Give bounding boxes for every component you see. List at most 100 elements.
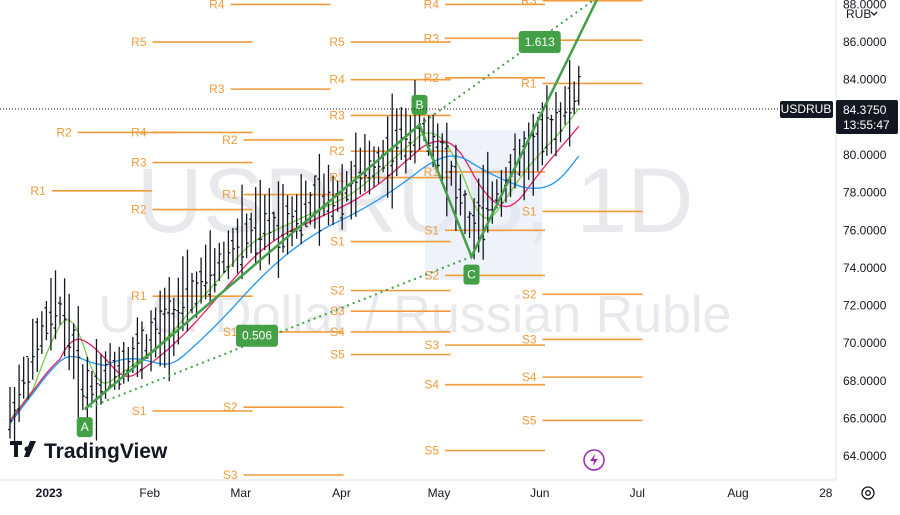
candle <box>262 194 267 251</box>
pivot-level: S5 <box>424 444 545 458</box>
y-tick-label: 74.0000 <box>843 261 887 275</box>
gear-icon[interactable] <box>861 486 875 500</box>
candle <box>258 179 263 271</box>
pivot-label: S1 <box>132 404 147 418</box>
pattern-ratio-label[interactable]: 1.613 <box>518 31 561 54</box>
pattern-ratio-label[interactable]: 0.506 <box>236 324 278 347</box>
candle <box>408 115 413 161</box>
candle <box>226 230 231 280</box>
pivot-label: R2 <box>56 125 72 139</box>
pivot-label: R4 <box>131 125 147 139</box>
y-tick-label: 72.0000 <box>843 299 887 313</box>
candle <box>435 123 440 173</box>
ma-slow-line <box>9 155 580 424</box>
candle <box>176 277 181 345</box>
chevron-down-icon[interactable] <box>870 11 878 16</box>
candle <box>317 153 322 246</box>
pivot-label: S5 <box>330 348 345 362</box>
pivot-level: S4 <box>424 378 545 392</box>
pivot-label: R4 <box>209 0 225 11</box>
pivot-level: R1 <box>30 184 152 198</box>
candle <box>290 196 295 247</box>
pivot-label: S2 <box>223 400 238 414</box>
pivot-level: S2 <box>330 284 451 298</box>
pattern-point-a[interactable]: A <box>76 417 93 438</box>
candle <box>48 277 53 351</box>
candle <box>71 323 76 380</box>
moving-averages <box>9 108 580 424</box>
pivot-level: R2 <box>131 203 253 217</box>
candle <box>8 386 12 439</box>
candle <box>253 187 258 265</box>
candle <box>162 287 167 368</box>
candle <box>385 116 390 198</box>
y-tick-label: 64.0000 <box>843 449 887 463</box>
svg-text:1.613: 1.613 <box>525 35 555 49</box>
pivot-label: R2 <box>222 133 238 147</box>
lightning-icon[interactable] <box>583 449 605 471</box>
pattern-point-c[interactable]: C <box>463 264 480 285</box>
pivot-level: R3 <box>209 82 331 96</box>
pivot-label: R2 <box>329 144 345 158</box>
pattern-point-b[interactable]: B <box>411 94 428 115</box>
price-tag-countdown: 13:55:47 <box>843 118 890 132</box>
price-tag-bg <box>836 100 898 134</box>
currency-label[interactable]: RUB <box>846 7 871 21</box>
candle <box>331 175 336 225</box>
pivot-level: R4 <box>131 125 253 139</box>
pivot-label: R3 <box>329 108 345 122</box>
candle <box>372 146 376 188</box>
pivot-label: R3 <box>209 82 225 96</box>
candle <box>208 230 213 302</box>
y-tick-label: 76.0000 <box>843 223 887 237</box>
candle <box>139 321 144 380</box>
pivot-level: S2 <box>522 287 643 301</box>
candle <box>244 213 249 259</box>
pattern-bd-line[interactable] <box>418 0 599 126</box>
candle <box>467 211 472 238</box>
pivot-level: R3 <box>521 0 643 8</box>
candle <box>544 85 549 156</box>
pivot-label: R1 <box>30 184 46 198</box>
candle <box>171 297 176 357</box>
candle <box>199 257 204 304</box>
x-tick-label: Mar <box>230 486 251 500</box>
pivot-level: R4 <box>209 0 331 11</box>
symbol-tag-text: USDRUB <box>781 102 832 116</box>
pivot-label: R1 <box>222 188 238 202</box>
pivot-level: S4 <box>330 325 451 339</box>
pattern-legs[interactable] <box>83 0 599 411</box>
pivot-label: S2 <box>522 287 537 301</box>
pivot-label: R1 <box>131 289 147 303</box>
pivot-level: S2 <box>424 268 545 282</box>
candle <box>12 387 17 447</box>
price-axis[interactable] <box>836 0 900 480</box>
candle <box>535 111 540 172</box>
candle <box>353 132 358 217</box>
candle <box>203 244 208 300</box>
candle <box>276 181 281 279</box>
candle <box>89 371 94 403</box>
candle <box>194 271 199 318</box>
pivot-label: R5 <box>131 35 147 49</box>
y-axis-ticks: 64.0000 66.0000 68.0000 70.0000 72.0000 74.00… <box>843 0 887 463</box>
pivot-label: S3 <box>424 338 439 352</box>
time-axis[interactable] <box>0 480 836 510</box>
y-tick-label: 88.0000 <box>843 0 887 11</box>
x-tick-label: May <box>428 486 451 500</box>
currency-selector[interactable]: RUB <box>846 7 878 21</box>
pivot-label: S4 <box>424 378 439 392</box>
candle <box>285 195 290 255</box>
pivot-label: R1 <box>521 76 537 90</box>
candle <box>567 60 572 147</box>
candle <box>135 317 140 378</box>
y-tick-label: 80.0000 <box>843 148 887 162</box>
candle <box>444 122 449 217</box>
candle <box>481 164 486 260</box>
pivot-level: S5 <box>330 348 451 362</box>
pivot-label: S2 <box>424 268 439 282</box>
pivot-level: R2 <box>424 71 545 85</box>
